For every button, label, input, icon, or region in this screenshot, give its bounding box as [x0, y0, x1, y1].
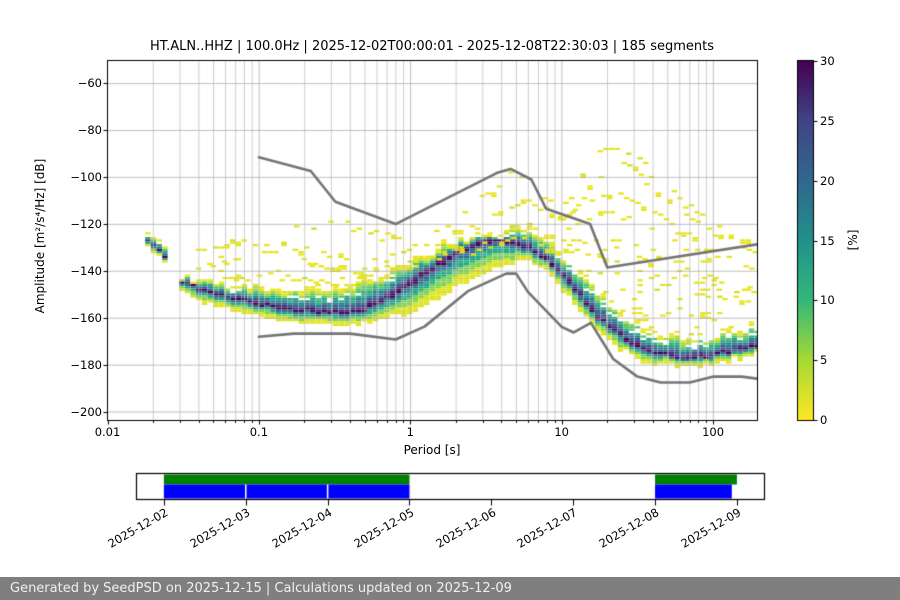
ppsd-plot-canvas [0, 0, 900, 577]
colorbar-tick-label: 20 [820, 173, 835, 188]
x-tick-label: 0.1 [249, 425, 269, 439]
y-tick-label: −140 [70, 264, 102, 278]
y-tick-label: −180 [70, 357, 102, 372]
colorbar-tick-label: 15 [820, 233, 835, 248]
x-tick-label: 10 [554, 425, 570, 439]
colorbar-tick-label: 10 [820, 293, 835, 308]
y-tick-label: −200 [70, 404, 102, 419]
y-tick-label: −120 [70, 217, 102, 232]
colorbar-tick-label: 30 [820, 54, 835, 68]
plot-title: HT.ALN..HHZ | 100.0Hz | 2025-12-02T00:00… [149, 39, 715, 54]
y-axis-label: Amplitude [m²/s⁴/Hz] [dB] [33, 158, 47, 314]
y-tick-label: −160 [70, 310, 102, 325]
x-tick-label: 0.01 [94, 425, 121, 439]
colorbar-tick-label: 0 [820, 413, 828, 427]
x-axis-label: Period [s] [403, 443, 461, 457]
y-tick-label: −100 [70, 170, 102, 185]
x-tick-label: 1 [406, 425, 414, 439]
y-tick-label: −80 [77, 123, 102, 138]
colorbar-label: [%] [846, 229, 860, 251]
footer-bar: Generated by SeedPSD on 2025-12-15 | Cal… [0, 577, 900, 600]
y-tick-label: −60 [77, 76, 102, 91]
colorbar-tick-label: 5 [820, 353, 828, 368]
x-tick-label: 100 [702, 425, 725, 439]
colorbar-tick-label: 25 [820, 113, 835, 128]
